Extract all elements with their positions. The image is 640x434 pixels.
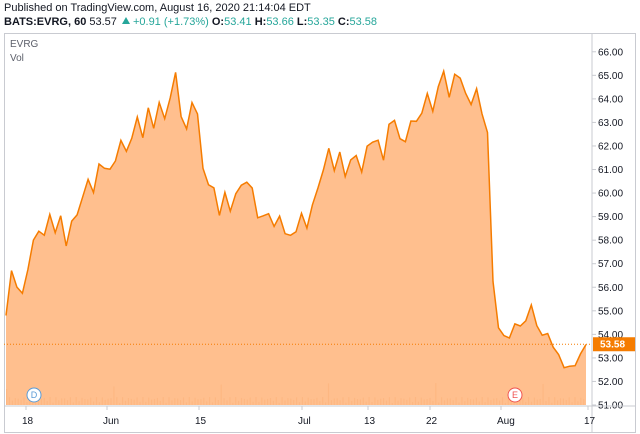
up-arrow-icon (121, 17, 130, 24)
current-price-tag: 53.58 (593, 337, 635, 352)
low-value: 53.35 (307, 16, 335, 28)
x-tick-label: 22 (426, 416, 438, 427)
y-tick-label: 62.00 (598, 141, 623, 152)
y-tick-label: 56.00 (598, 283, 623, 294)
y-tick-label: 66.00 (598, 47, 623, 58)
y-tick-label: 52.00 (598, 377, 623, 388)
chart-legend: EVRG Vol (10, 38, 38, 66)
y-tick-label: 59.00 (598, 212, 623, 223)
quote-line: BATS:EVRG, 60 53.57 +0.91 (+1.73%) O:53.… (4, 15, 377, 30)
earnings-marker-circle (507, 387, 523, 403)
x-tick-label: 13 (364, 416, 376, 427)
earnings-marker-letter: E (512, 390, 518, 400)
current-price-label: 53.58 (600, 340, 625, 351)
x-axis: 18 Jun 15 Jul 13 22 Aug 17 (22, 406, 596, 427)
legend-symbol: EVRG (10, 39, 39, 50)
x-tick-label: Jun (103, 416, 119, 427)
y-tick-label: 65.00 (598, 71, 623, 82)
open-value: 53.41 (224, 16, 252, 28)
close-value: 53.58 (349, 16, 378, 28)
y-tick-label: 60.00 (598, 189, 623, 200)
dividend-marker-letter: D (31, 390, 38, 400)
low-label: L: (296, 16, 308, 28)
y-tick-label: 57.00 (598, 259, 623, 270)
y-tick-label: 64.00 (598, 94, 623, 105)
high-value: 53.66 (266, 16, 294, 28)
price-area (6, 71, 586, 405)
y-tick-label: 53.00 (598, 353, 623, 364)
high-label: H: (254, 16, 267, 28)
y-tick-label: 54.00 (598, 330, 623, 341)
close-label: C: (337, 16, 350, 28)
dividend-marker-circle (26, 387, 42, 403)
y-tick-label: 61.00 (598, 165, 623, 176)
y-tick-label: 55.00 (598, 306, 623, 317)
y-tick-label: 63.00 (598, 118, 623, 129)
legend-volume: Vol (10, 53, 24, 64)
last-price: 53.57 (89, 16, 117, 28)
open-label: O: (211, 16, 225, 28)
x-tick-label: 18 (22, 416, 34, 427)
chart-header: Published on TradingView.com, August 16,… (4, 0, 636, 34)
x-tick-label: 15 (195, 416, 207, 427)
y-tick-label: 58.00 (598, 236, 623, 247)
x-tick-label: Aug (497, 416, 515, 427)
current-price-box (593, 337, 635, 352)
y-axis: 51.0052.0053.0054.0055.0056.0057.0058.00… (4, 34, 636, 432)
published-line: Published on TradingView.com, August 16,… (4, 2, 311, 14)
price-change: +0.91 (+1.73%) (132, 16, 209, 28)
symbol-label: BATS:EVRG, 60 (4, 16, 87, 28)
x-tick-label: 17 (584, 416, 596, 427)
price-line (5, 68, 587, 369)
x-tick-label: Jul (298, 416, 311, 427)
